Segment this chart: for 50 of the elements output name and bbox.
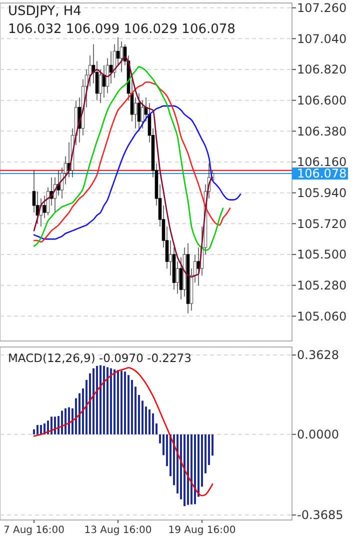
text: 106.032 106.099 106.029 106.078 — [8, 22, 236, 37]
bar — [148, 409, 150, 434]
ref-line-label: 106.078 — [297, 166, 347, 181]
y-tick-label: 106.380 — [297, 124, 347, 138]
bar — [152, 413, 154, 434]
bar — [100, 365, 102, 434]
bar — [92, 368, 94, 434]
bar — [103, 366, 105, 434]
y-tick-label: 0.3628 — [297, 348, 339, 362]
bar — [64, 408, 66, 434]
bar — [40, 424, 42, 434]
chart-title: MACD(12,26,9) -0.0970 -0.2273 — [8, 351, 192, 365]
y-tick-label: 105.940 — [297, 186, 347, 200]
bar — [120, 370, 122, 434]
x-tick-label: 7 Aug 16:00 — [3, 525, 65, 536]
bar — [187, 434, 189, 505]
bar — [128, 375, 130, 434]
y-tick-label: 106.600 — [297, 94, 347, 108]
y-tick-label: -0.3685 — [297, 508, 344, 522]
line-series — [33, 105, 242, 240]
y-tick-label: 106.820 — [297, 62, 347, 77]
bar — [184, 434, 186, 506]
y-tick-label: 107.040 — [297, 32, 347, 46]
x-tick-label: 13 Aug 16:00 — [84, 525, 152, 536]
bar — [33, 429, 35, 434]
bar — [110, 368, 112, 434]
bar — [50, 416, 52, 434]
bar — [124, 372, 126, 434]
y-tick-label: 0.0000 — [297, 428, 339, 442]
bar — [106, 367, 108, 434]
y-tick-label: 105.280 — [297, 278, 347, 293]
bar — [96, 366, 98, 434]
bar — [114, 369, 116, 434]
bar — [117, 370, 119, 434]
y-tick-label: 107.260 — [297, 1, 347, 16]
line-series — [33, 81, 231, 243]
chart-title: USDJPY, H4 — [8, 4, 82, 19]
bar — [54, 416, 56, 434]
y-tick-label: 105.500 — [297, 248, 347, 262]
bar — [36, 424, 38, 434]
y-tick-label: 106.160 — [297, 155, 347, 170]
line-series — [33, 366, 214, 496]
bar — [190, 434, 192, 504]
bar — [194, 434, 196, 504]
y-tick-label: 105.060 — [297, 309, 347, 324]
y-tick-label: 105.720 — [297, 216, 347, 231]
bar — [47, 420, 49, 434]
bar — [61, 410, 63, 434]
bar — [68, 407, 70, 434]
x-tick-label: 19 Aug 16:00 — [168, 525, 236, 536]
